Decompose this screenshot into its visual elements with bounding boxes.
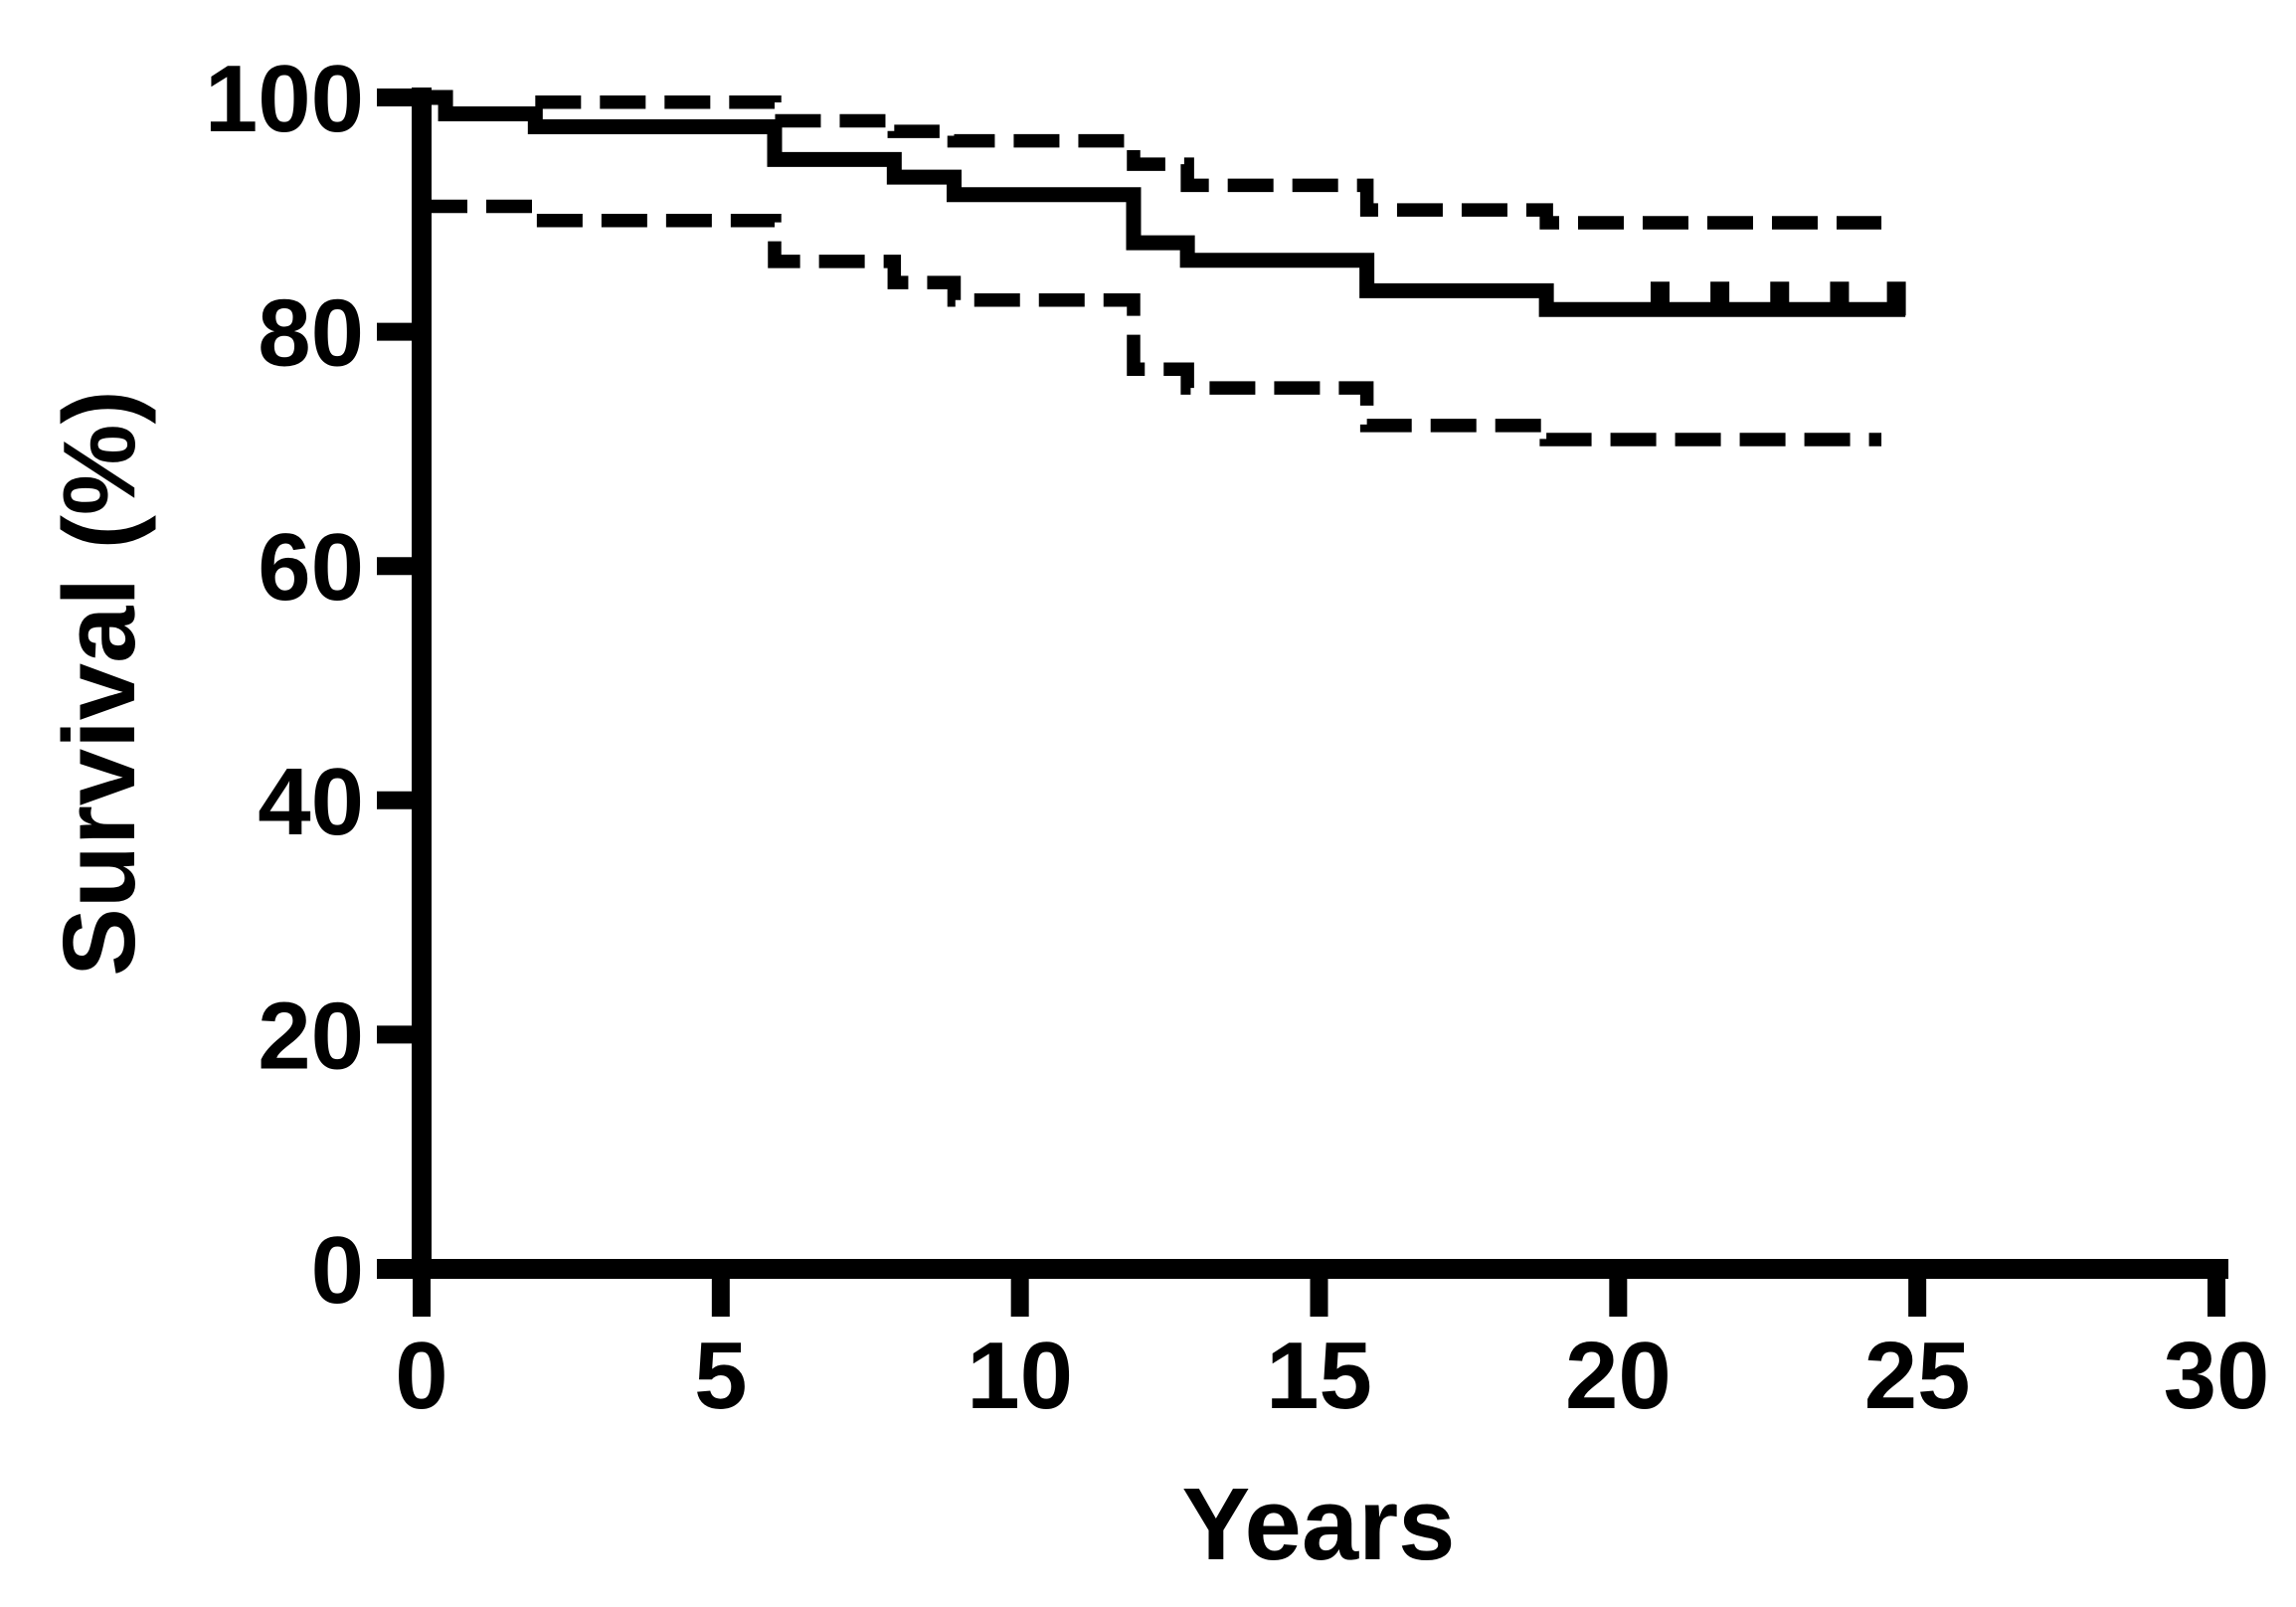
upper-ci-curve [535, 94, 1882, 230]
x-tick-label: 15 [1266, 1323, 1372, 1429]
x-tick-label: 5 [694, 1323, 747, 1429]
censor-ticks [1650, 281, 1906, 316]
y-tick-label: 100 [205, 46, 364, 152]
y-tick-label: 40 [258, 749, 364, 855]
x-tick-label: 10 [967, 1323, 1073, 1429]
x-tick-label: 20 [1565, 1323, 1672, 1429]
x-ticks [413, 1269, 2225, 1317]
y-tick-label: 80 [258, 280, 364, 387]
x-tick-label: 0 [395, 1323, 447, 1429]
x-tick-label: 25 [1864, 1323, 1971, 1429]
y-tick-label: 0 [311, 1217, 364, 1324]
axes: 0 20 40 60 80 100 0 5 10 15 20 25 30 [205, 46, 2270, 1429]
y-tick-labels: 0 20 40 60 80 100 [205, 46, 364, 1324]
y-tick-label: 20 [258, 982, 364, 1089]
x-tick-label: 30 [2164, 1323, 2270, 1429]
y-ticks [377, 89, 422, 1278]
x-tick-labels: 0 5 10 15 20 25 30 [395, 1323, 2269, 1429]
x-axis-title: Years [1182, 1467, 1456, 1581]
y-axis-title: Survival (%) [42, 390, 156, 977]
lower-ci-curve [422, 199, 1882, 446]
survival-curve [422, 89, 1906, 317]
y-tick-label: 60 [258, 514, 364, 621]
